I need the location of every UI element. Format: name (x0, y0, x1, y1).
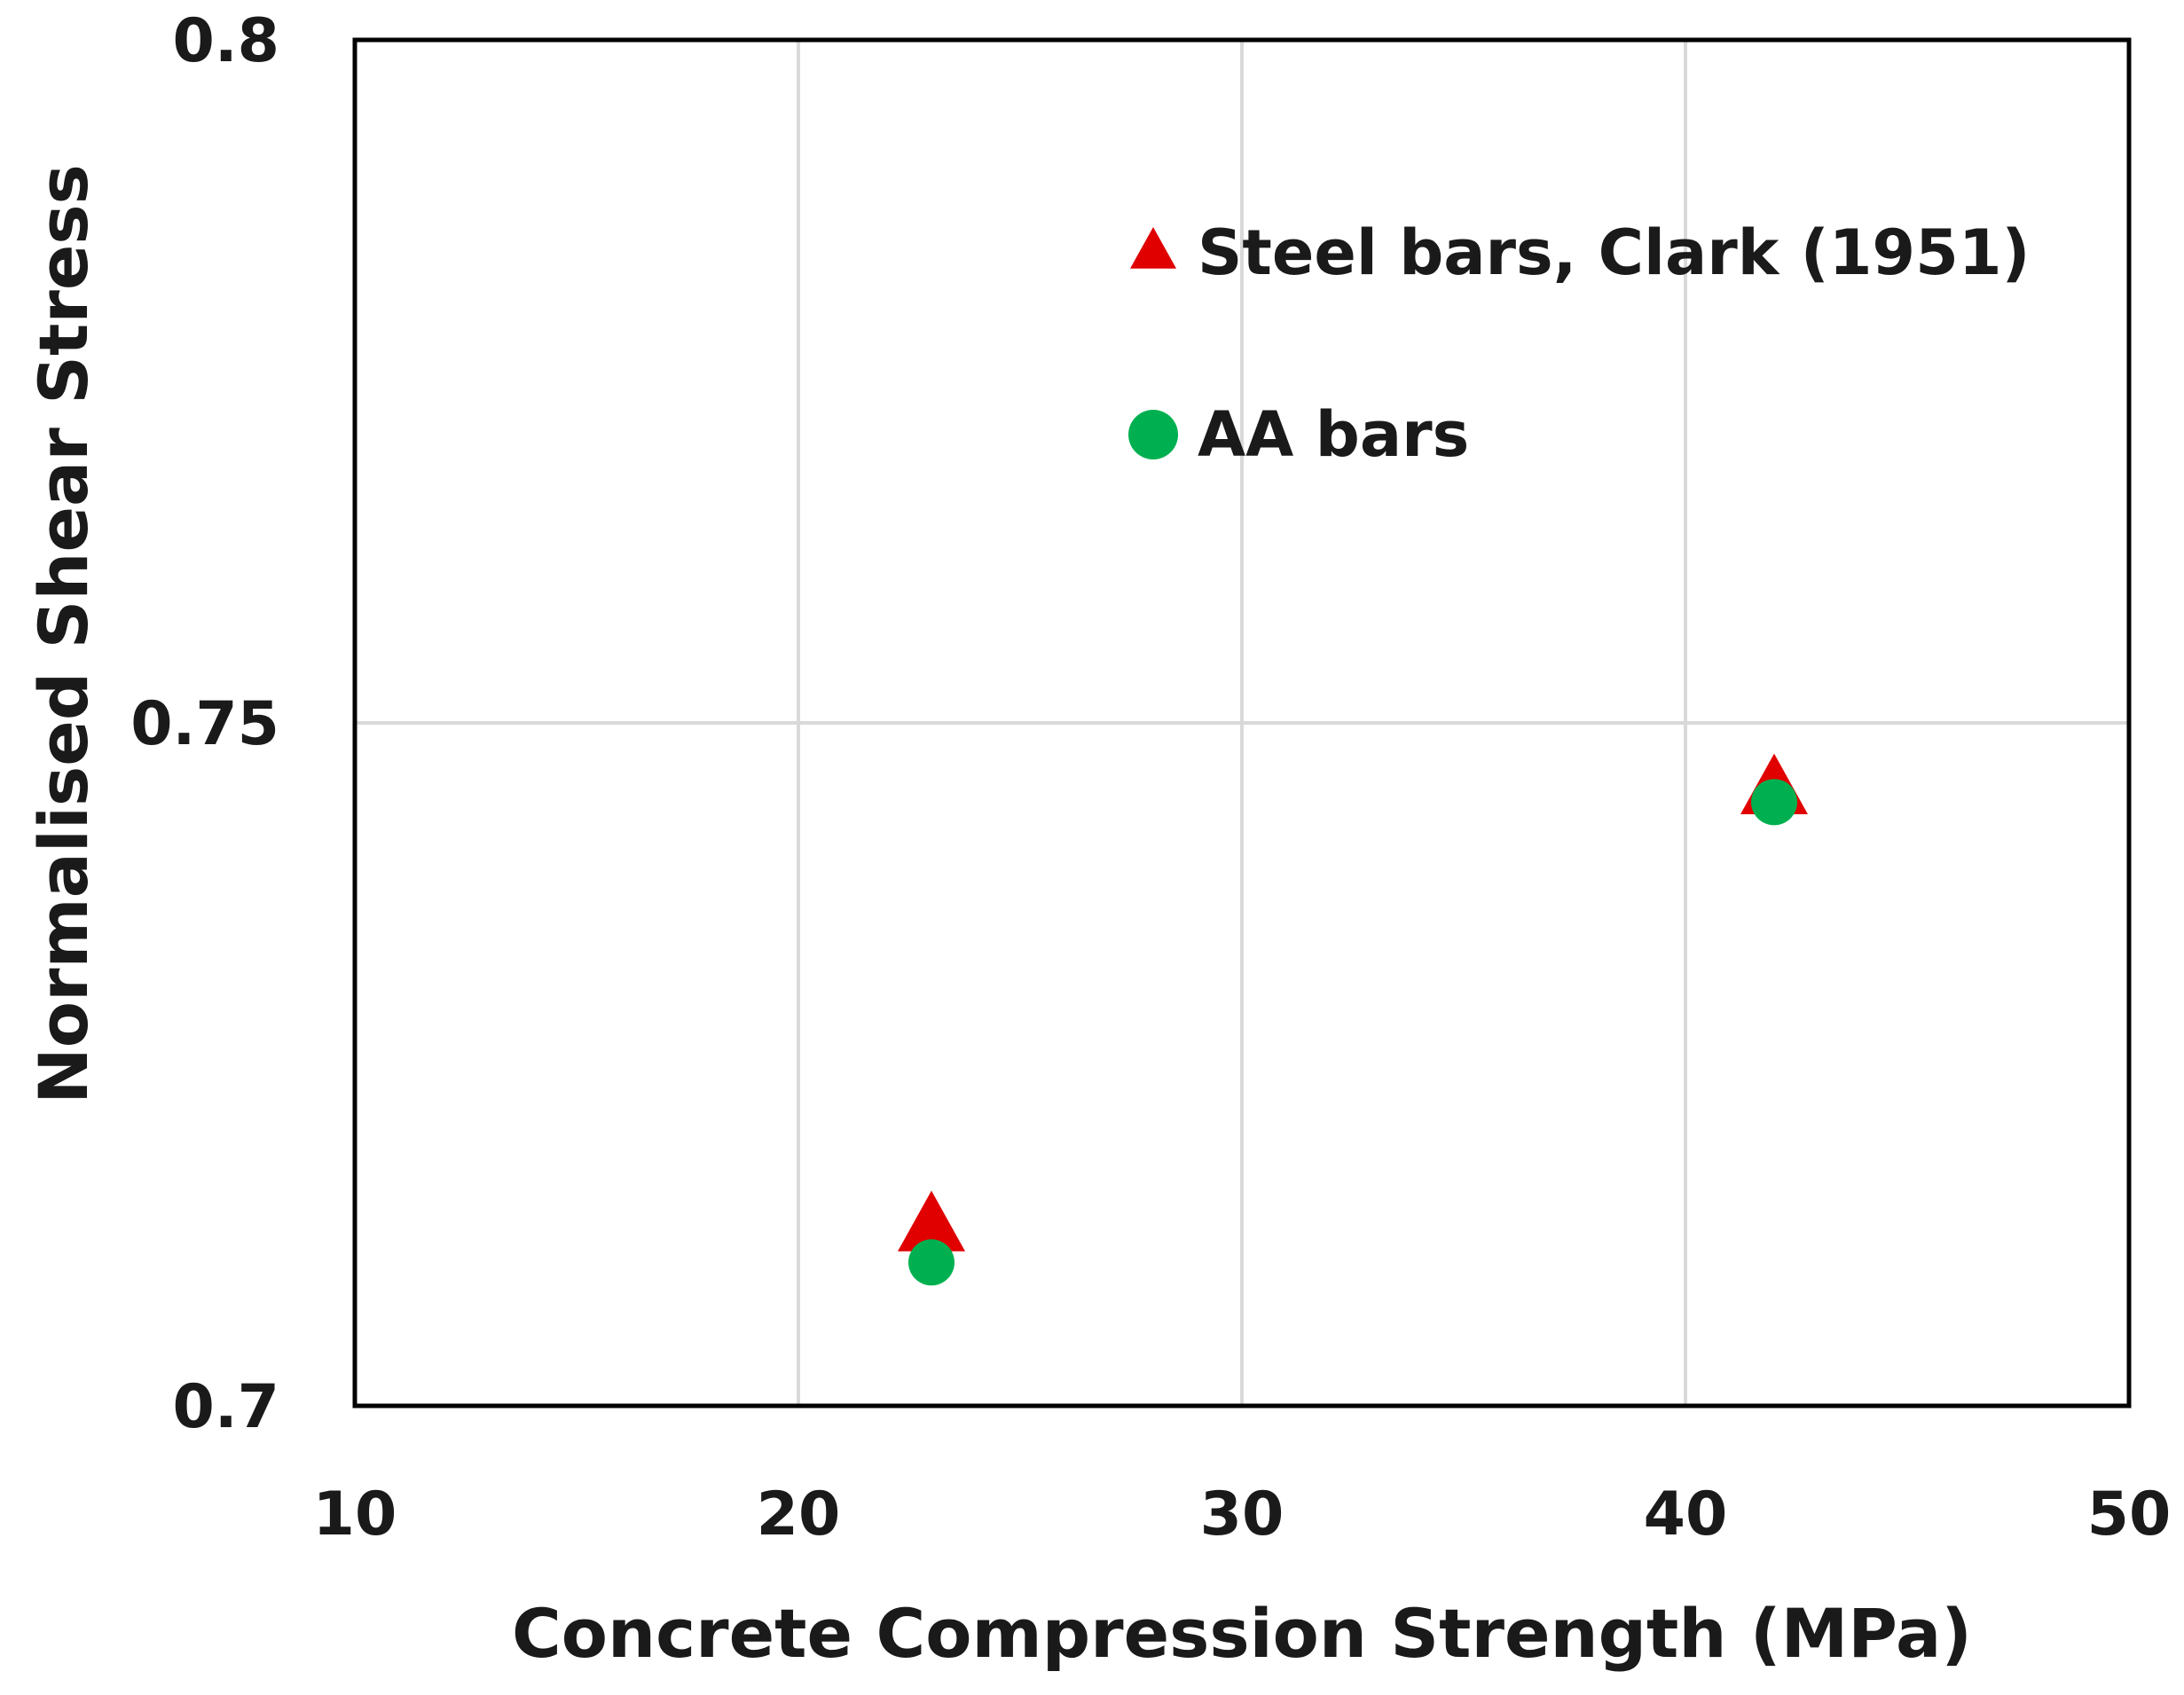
y-axis-ticks: 0.7 0.75 0.8 (130, 6, 279, 1442)
legend: Steel bars, Clark (1951) AA bars (1128, 216, 2031, 471)
y-tick-label: 0.75 (130, 689, 279, 759)
data-point-steel-bars (898, 1190, 965, 1252)
legend-label: Steel bars, Clark (1951) (1198, 216, 2031, 289)
x-tick-label: 50 (2087, 1479, 2172, 1550)
data-points (898, 753, 1808, 1286)
legend-marker-steel-bars (1130, 226, 1176, 269)
plot-area-frame (352, 37, 2132, 1409)
x-tick-label: 30 (1200, 1479, 1284, 1550)
x-axis-title: Concrete Compression Strength (MPa) (512, 1594, 1972, 1673)
x-tick-label: 40 (1644, 1479, 1728, 1550)
data-point-aa-bars (1751, 779, 1797, 826)
x-axis-ticks: 10 20 30 40 50 (313, 1479, 2172, 1550)
legend-marker-aa-bars (1128, 410, 1178, 459)
y-tick-label: 0.8 (173, 6, 279, 76)
y-tick-label: 0.7 (173, 1372, 279, 1442)
legend-label: AA bars (1198, 398, 1469, 471)
grid-lines (355, 40, 2129, 1406)
x-tick-label: 20 (757, 1479, 841, 1550)
y-axis-title: Normalised Shear Stress (24, 164, 103, 1104)
x-tick-label: 10 (313, 1479, 397, 1550)
data-point-aa-bars (908, 1239, 955, 1286)
